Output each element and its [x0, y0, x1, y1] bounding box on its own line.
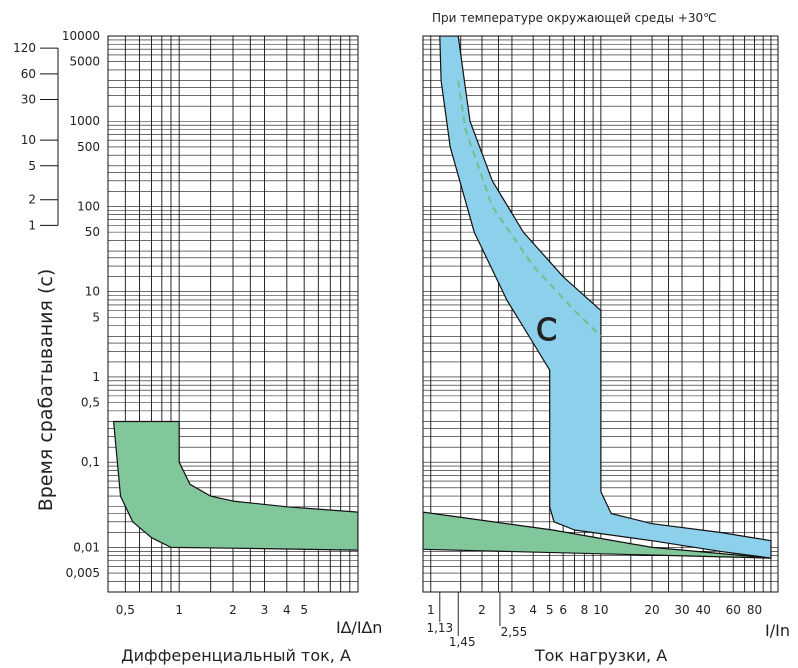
- minute-tick-label-6: 1: [28, 218, 36, 232]
- right-x-ticks: 1 2 3 4 5 6 8 10 20 30 40 60 80 1,131,45 2,55: [426, 592, 762, 649]
- right-extra-tick-label-1: 1,45: [449, 635, 476, 649]
- left-clip-group: [113, 420, 358, 551]
- left-x-ticks: 0,5 1 2 3 4 5: [116, 603, 308, 617]
- right-x-tick-label-7: 10: [593, 603, 608, 617]
- y-tick-label-10: 0,1: [81, 455, 100, 469]
- left-x-tick-label-5: 5: [300, 603, 308, 617]
- minute-tick-label-5: 2: [28, 193, 36, 207]
- right-x-tick-label-2: 3: [508, 603, 516, 617]
- right-clip-group: [423, 36, 772, 559]
- right-dashed-centre-line: [457, 80, 602, 338]
- left-area-band-0: [113, 420, 358, 551]
- right-x-tick-label-6: 8: [581, 603, 589, 617]
- left-areas: [113, 420, 358, 551]
- right-area-band-0: [423, 511, 772, 559]
- y-tick-label-9: 0,5: [81, 396, 100, 410]
- minute-tick-label-1: 60: [21, 67, 36, 81]
- right-chart-title: При температуре окружающей среды +30℃: [432, 11, 717, 25]
- right-x-tick-label-11: 60: [726, 603, 741, 617]
- minute-ticks: 120 60 30 10 5 2 1: [13, 41, 59, 232]
- right-extra-tick-label-0: 1,13: [426, 621, 453, 635]
- left-x-tick-label-4: 4: [283, 603, 291, 617]
- y-tick-label-4: 100: [77, 199, 100, 213]
- y-tick-label-1: 5000: [69, 55, 100, 69]
- left-x-tick-label-1: 1: [175, 603, 183, 617]
- right-x-tick-label-3: 4: [529, 603, 537, 617]
- y-tick-label-5: 50: [85, 225, 100, 239]
- left-x-tick-label-2: 2: [229, 603, 237, 617]
- right-x-tick-label-9: 30: [674, 603, 689, 617]
- minute-tick-label-4: 5: [28, 159, 36, 173]
- y-tick-label-0: 10000: [62, 29, 100, 43]
- y-tick-label-6: 10: [85, 285, 100, 299]
- y-tick-label-7: 5: [92, 310, 100, 324]
- left-x-tick-label-3: 3: [261, 603, 269, 617]
- y-tick-label-2: 1000: [69, 114, 100, 128]
- left-x-tick-label-0: 0,5: [116, 603, 135, 617]
- minute-tick-label-3: 10: [21, 133, 36, 147]
- left-x-symbol: I∆/I∆n: [336, 618, 382, 637]
- right-x-tick-label-8: 20: [644, 603, 659, 617]
- right-x-symbol: I/In: [765, 621, 790, 640]
- right-x-tick-label-5: 6: [559, 603, 567, 617]
- right-x-tick-label-4: 5: [546, 603, 554, 617]
- left-frame: [107, 35, 359, 593]
- right-x-tick-label-1: 2: [478, 603, 486, 617]
- right-area-c: [439, 36, 772, 559]
- right-extra-tick-label-2: 2,55: [501, 625, 528, 639]
- curve-label-c: C: [536, 313, 557, 348]
- right-frame: [422, 35, 779, 593]
- y-tick-label-8: 1: [92, 370, 100, 384]
- minute-tick-label-2: 30: [21, 92, 36, 106]
- left-x-title: Дифференциальный ток, А: [121, 646, 351, 665]
- right-areas: C: [423, 36, 772, 559]
- minute-tick-label-0: 120: [13, 41, 36, 55]
- y-tick-label-11: 0,01: [73, 540, 100, 554]
- right-x-title: Ток нагрузки, А: [534, 646, 667, 665]
- right-x-tick-label-12: 80: [747, 603, 762, 617]
- left-y-ticks: 10000 5000 1000 500 100 50 10 5 1 0,5 0,1 0,01 0,005: [62, 29, 100, 580]
- right-x-tick-label-0: 1: [427, 603, 435, 617]
- right-x-tick-label-10: 40: [696, 603, 711, 617]
- y-tick-label-3: 500: [77, 140, 100, 154]
- y-axis-label: Время срабатывания (с): [35, 269, 57, 512]
- y-tick-label-12: 0,005: [66, 566, 100, 580]
